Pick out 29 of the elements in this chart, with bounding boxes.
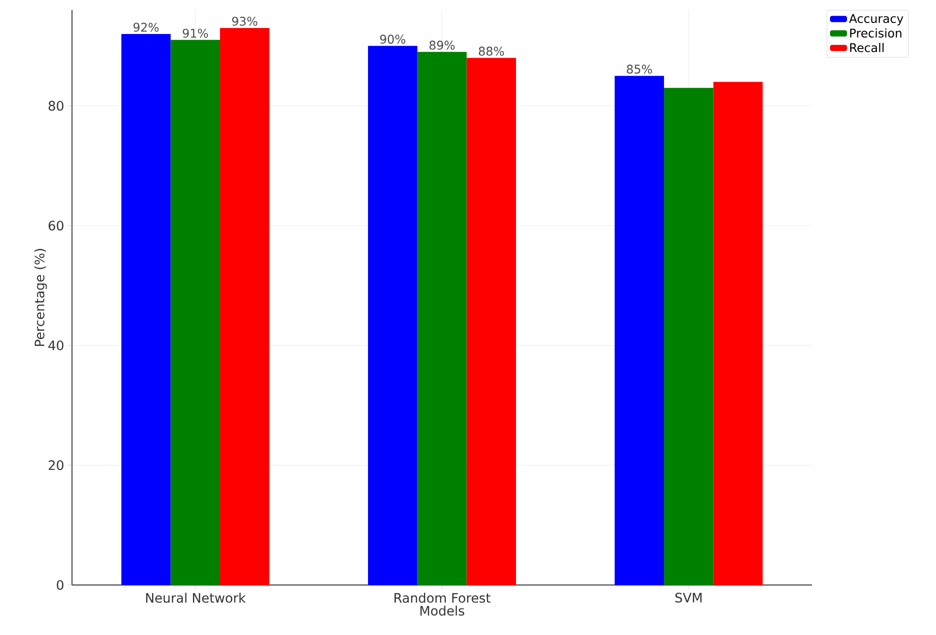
data-label: 90% (380, 34, 406, 44)
y-tick-label: 60 (48, 220, 64, 231)
legend-label: Precision (850, 28, 902, 38)
data-label: 91% (182, 28, 208, 38)
bar (220, 28, 270, 585)
legend-label: Accuracy (849, 14, 904, 26)
bar (466, 58, 516, 585)
x-axis-title: Models (420, 606, 464, 616)
data-label: 89% (430, 40, 455, 50)
y-tick-label: 80 (48, 100, 64, 111)
bar (713, 82, 763, 585)
data-label: 93% (232, 16, 258, 26)
bar (664, 88, 714, 585)
y-tick-label: 0 (56, 580, 64, 590)
bar (170, 40, 220, 585)
y-axis-title: Percentage (%) (34, 248, 47, 346)
x-tick-label: SVM (675, 592, 702, 603)
x-tick-label: Random Forest (394, 592, 490, 603)
data-label: 85% (626, 64, 652, 74)
bar (368, 46, 418, 585)
bar (417, 52, 467, 585)
legend-label: Recall (850, 42, 884, 52)
y-tick-label: 20 (48, 460, 64, 470)
bar (121, 34, 171, 585)
bar (614, 76, 664, 585)
data-label: 88% (478, 46, 504, 56)
data-label: 92% (133, 22, 159, 32)
y-tick-label: 40 (48, 340, 64, 350)
x-tick-label: Neural Network (146, 592, 246, 603)
